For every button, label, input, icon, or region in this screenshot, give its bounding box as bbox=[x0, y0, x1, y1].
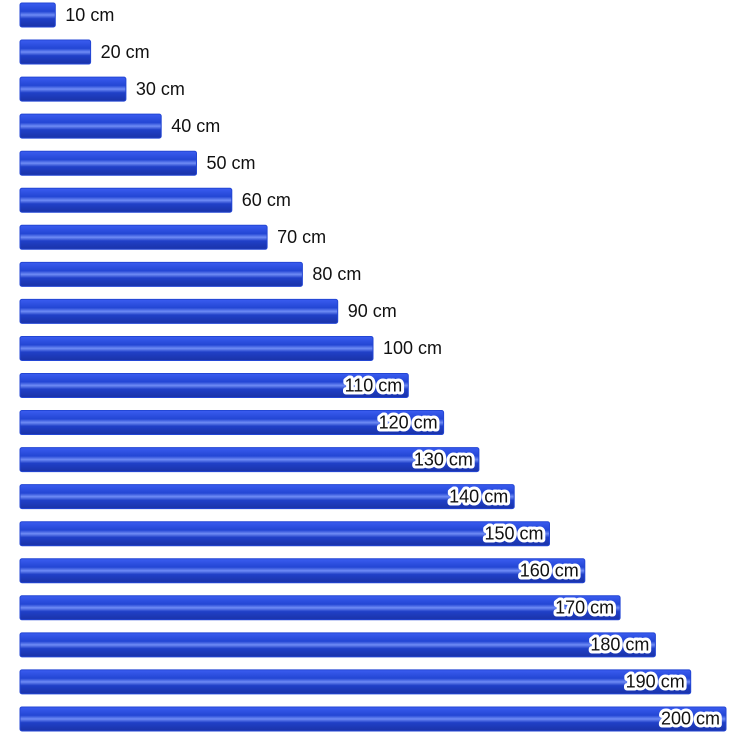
length-label: 190 cm bbox=[626, 672, 685, 692]
rail bbox=[19, 39, 92, 65]
rail bbox=[19, 706, 727, 732]
rail bbox=[19, 447, 480, 473]
length-label: 100 cm bbox=[383, 338, 442, 358]
rail bbox=[19, 2, 56, 28]
rail bbox=[19, 595, 621, 621]
length-label: 70 cm bbox=[277, 227, 326, 247]
length-label: 10 cm bbox=[65, 5, 114, 25]
length-label: 160 cm bbox=[520, 561, 579, 581]
rail bbox=[19, 410, 445, 436]
rail bbox=[19, 484, 515, 510]
length-label: 30 cm bbox=[136, 79, 185, 99]
length-label: 150 cm bbox=[484, 523, 543, 543]
rail bbox=[19, 669, 692, 695]
length-label: 50 cm bbox=[207, 153, 256, 173]
rail bbox=[19, 298, 339, 324]
length-label: 40 cm bbox=[171, 116, 220, 136]
length-label: 20 cm bbox=[101, 42, 150, 62]
length-label: 170 cm bbox=[555, 598, 614, 618]
rail bbox=[19, 224, 268, 250]
rail bbox=[19, 521, 550, 547]
rail bbox=[19, 187, 233, 213]
length-label: 120 cm bbox=[379, 412, 438, 432]
rail bbox=[19, 261, 303, 287]
length-label: 140 cm bbox=[449, 486, 508, 506]
length-label: 110 cm bbox=[345, 375, 403, 395]
rail bbox=[19, 335, 374, 361]
length-label: 90 cm bbox=[348, 301, 397, 321]
rail bbox=[19, 558, 586, 584]
rail bbox=[19, 632, 656, 658]
rail bbox=[19, 76, 127, 102]
length-label: 200 cm bbox=[661, 709, 720, 729]
length-label: 80 cm bbox=[312, 264, 361, 284]
rail bbox=[19, 113, 162, 139]
rail bbox=[19, 150, 197, 176]
length-label: 130 cm bbox=[414, 449, 473, 469]
length-label: 60 cm bbox=[242, 190, 291, 210]
length-label: 180 cm bbox=[590, 635, 649, 655]
rail bbox=[19, 373, 409, 398]
